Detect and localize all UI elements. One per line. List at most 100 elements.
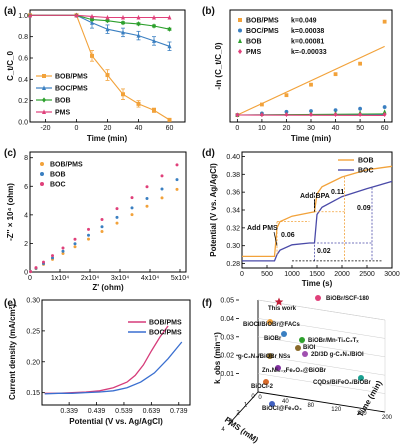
panel-f-ktick: 0.03 [220,334,234,341]
panel-f-point [274,297,284,306]
panel-a-ytick: 1.0 [18,13,28,20]
panel-d-annotation: 0.06 [281,232,295,239]
panel-f-ktick: 0.05 [220,298,234,305]
panel-c-legend-label: BOC [50,182,66,189]
panel-b-legend-label: PMS [246,49,262,56]
panel-b-legend-label: BOB/PMS [246,18,279,25]
panel-b-xtick: 20 [283,125,291,132]
panel-f-timetick: 0 [258,395,262,401]
panel-b-point [382,105,387,109]
panel-e-ytick: 0.15 [26,390,40,397]
panel-d-xtick: 0 [240,271,244,278]
panel-c-point [42,260,45,264]
panel-c-xtick: 1x10⁴ [51,275,69,282]
panel-a-point [28,12,32,18]
panel-d-annotation: 0.02 [317,248,331,255]
panel-a-point [90,17,94,23]
panel-b-legend-marker [238,28,242,33]
panel-f-pmslabel: PMS (mM) [223,415,260,445]
panel-d-xtick: 1500 [309,271,325,278]
panel-d-xtick: 3000 [384,271,400,278]
panel-c-legend-marker [40,182,44,186]
panel-d-xtick: 2500 [359,271,375,278]
panel-e-legend-label: BOB/PMS [149,320,182,327]
panel-b-point [358,61,362,66]
panel-f-timetick: 80 [307,403,314,409]
panel-c-point [100,225,104,229]
panel-a-xtick: 20 [104,125,112,132]
panel-f-point [302,351,308,357]
panel-a-xtick: 0 [75,125,79,132]
panel-c-point [51,254,54,258]
panel-f-point [358,375,364,381]
panel-f-point-label: BiOBr/SCF-180 [326,296,370,302]
panel-a-point [152,108,156,113]
panel-b-xtick: 0 [235,125,239,132]
panel-b-point [333,72,338,77]
panel-d-xtick: 500 [261,271,273,278]
panel-e-xtick: 0.739 [170,408,188,415]
panel-e-ytick: 0.25 [26,328,40,335]
panel-a-point [152,14,156,20]
panel-label-d: (d) [202,148,215,159]
panel-c-point [87,237,90,241]
panel-c-xtick: 3x10⁴ [111,275,129,282]
panel-b-point [284,112,289,118]
panel-c-ytick: 2 [24,241,28,248]
panel-f-gridline [257,373,386,394]
panel-f-timetick: 120 [331,407,342,413]
panel-b-point [235,112,240,118]
panel-c-xlabel: Z' (ohm) [92,283,124,292]
panel-b-point [382,109,387,114]
panel-c-point [29,270,33,274]
panel-a-point [105,14,110,20]
panel-d-ytick: 0.36 [226,190,240,197]
panel-d-annotation: 0.11 [331,189,344,196]
panel-e-ylabel: Current density (mA/cm²) [8,304,17,400]
panel-b-point [260,112,264,118]
panel-a-point [152,23,156,29]
panel-a-ytick: 0.8 [18,34,28,41]
panel-a-ytick: 0.4 [18,77,28,84]
panel-c-legend-label: BOB [50,172,66,179]
panel-c-point [160,196,164,200]
panel-c-point [175,163,179,167]
panel-c-point [175,187,179,191]
panel-c-point [130,213,134,217]
panel-c-point [61,251,65,255]
panel-f-ktick: 0.01 [220,371,234,378]
panel-f-point-label: This work [268,306,297,312]
panel-c-xtick: 4x10⁴ [141,275,159,282]
panel-d-ytick: 0.28 [226,261,240,268]
panel-a-point [121,92,125,97]
panel-e-ytick: 0.30 [26,298,40,305]
panel-f-point [267,353,273,359]
panel-b-legend-marker [238,18,242,22]
panel-f-timetick: 160 [357,411,368,417]
panel-a-point [74,12,79,18]
panel-a-point [136,21,141,27]
panel-a-point [152,38,156,43]
panel-f-pmstick: 0 [251,394,255,400]
panel-f-point-label: CQDs/BiFeO₃/BiOBr [313,380,371,386]
panel-f-point [263,379,269,385]
panel-f-point-label: 2D/3D g-C₃N₄/BiOI [311,352,364,358]
panel-a-series-line [30,14,170,121]
panel-b-k-label: k=0.049 [291,18,317,25]
panel-c-frame [29,151,187,273]
panel-a-point [167,117,172,122]
panel-a-legend-marker [42,109,46,114]
panel-a-point [90,20,94,25]
panel-b-point [284,93,289,98]
panel-d-xlabel: Time (s) [302,279,333,288]
panel-f-timetick: 200 [382,415,393,421]
panel-c-point [115,207,119,211]
panel-b-ylabel: -ln (C_t/C_0) [214,42,223,89]
panel-b-legend-label: BOB [246,39,262,46]
panel-a-point [167,14,172,20]
panel-b-point [309,112,313,118]
panel-c-ylabel: -Z'' × 10⁴ (ohm) [6,183,15,241]
panel-a-legend-marker [42,74,46,78]
panel-f-point-label: BiOI [303,345,316,351]
